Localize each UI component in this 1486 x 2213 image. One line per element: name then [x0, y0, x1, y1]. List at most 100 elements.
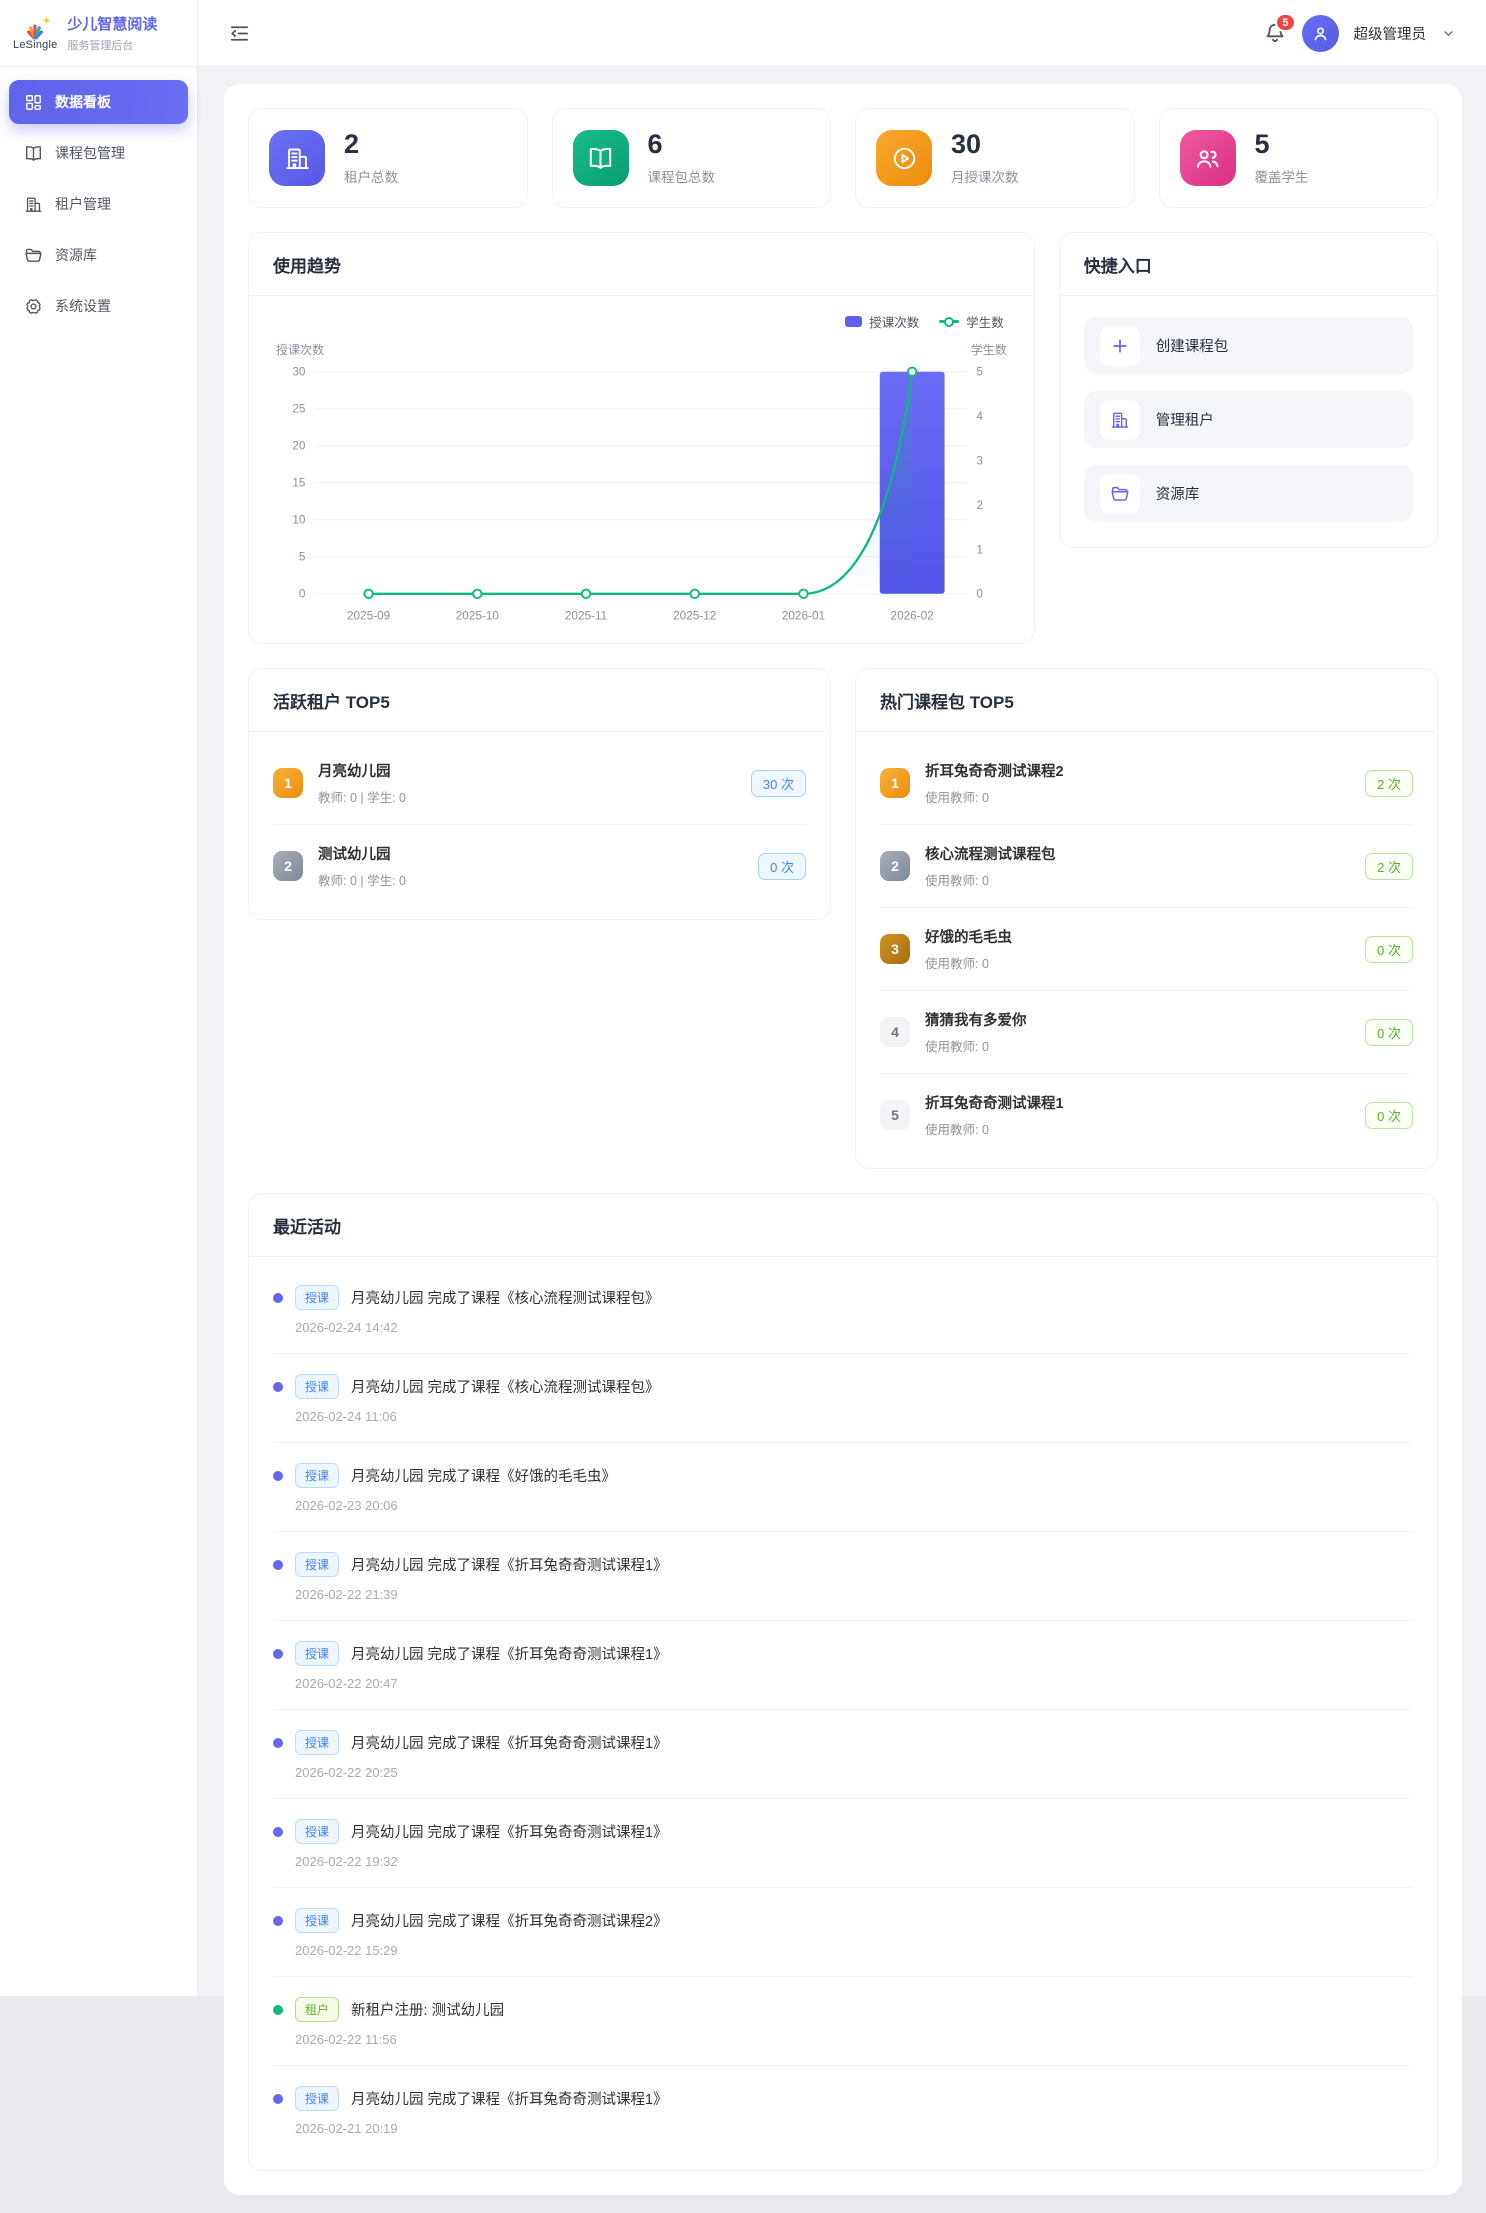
sidebar-item[interactable]: 数据看板: [9, 80, 188, 124]
activity-text: 新租户注册: 测试幼儿园: [351, 2003, 505, 2020]
activity-main: 授课 月亮幼儿园 完成了课程《折耳兔奇奇测试课程1》: [273, 1730, 1413, 1756]
legend-item-line[interactable]: 学生数: [939, 312, 1004, 331]
usage-count-badge: 30 次: [750, 769, 806, 797]
sidebar-item-label: 租户管理: [55, 196, 111, 212]
stat-icon-glyph: [587, 145, 614, 172]
activity-main: 授课 月亮幼儿园 完成了课程《折耳兔奇奇测试课程2》: [273, 1908, 1413, 1934]
sidebar-item-label: 课程包管理: [55, 145, 125, 161]
quick-entry-body: 创建课程包 管理租户: [1060, 296, 1437, 547]
package-rank-row[interactable]: 1 折耳兔奇奇测试课程2 使用教师: 0 2 次: [880, 742, 1413, 826]
activity-row[interactable]: 授课 月亮幼儿园 完成了课程《核心流程测试课程包》 2026-02-24 14:…: [273, 1265, 1413, 1355]
sidebar-item[interactable]: 租户管理: [9, 182, 188, 226]
activity-dot-icon: [273, 2093, 283, 2104]
quick-entry-card: 快捷入口 创建课程包: [1058, 232, 1438, 548]
stat-card: 5 覆盖学生: [1158, 108, 1438, 208]
rank-badge: 2: [880, 851, 910, 882]
tenant-meta: 教师: 0 | 学生: 0: [318, 874, 406, 889]
activity-type-badge: 授课: [295, 2086, 340, 2112]
quick-entry-label: 资源库: [1155, 487, 1200, 503]
package-rank-row[interactable]: 5 折耳兔奇奇测试课程1 使用教师: 0 0 次: [880, 1074, 1413, 1156]
svg-text:2: 2: [976, 499, 983, 512]
stat-texts: 6 课程包总数: [648, 129, 716, 186]
usage-trend-chart: 0 5 10 15 20 25 30 0 1 2 3 4 5 2025-09 2025-10 2025-11 2…: [292, 366, 983, 623]
activity-dot-icon: [273, 1915, 283, 1926]
stat-label: 月授课次数: [951, 169, 1019, 185]
tenant-rank-row[interactable]: 2 测试幼儿园 教师: 0 | 学生: 0 0 次: [273, 825, 806, 907]
tenant-rank-row[interactable]: 1 月亮幼儿园 教师: 0 | 学生: 0 30 次: [273, 742, 806, 826]
stat-icon: [1179, 130, 1236, 186]
tenant-info: 测试幼儿园 教师: 0 | 学生: 0: [318, 843, 743, 889]
quick-entry-item[interactable]: 管理租户: [1083, 391, 1413, 448]
activity-row[interactable]: 授课 月亮幼儿园 完成了课程《折耳兔奇奇测试课程1》 2026-02-22 20…: [273, 1621, 1413, 1711]
activity-type-badge: 租户: [295, 1997, 340, 2023]
active-tenants-title: 活跃租户 TOP5: [249, 669, 830, 733]
sidebar-item-icon: [24, 297, 43, 316]
activity-timestamp: 2026-02-22 21:39: [295, 1587, 398, 1603]
activity-row[interactable]: 租户 新租户注册: 测试幼儿园 2026-02-22 11:56: [273, 1977, 1413, 2067]
package-info: 好饿的毛毛虫 使用教师: 0: [925, 926, 1350, 972]
brand-text: 少儿智慧阅读 服务管理后台: [67, 13, 157, 53]
activity-text: 月亮幼儿园 完成了课程《核心流程测试课程包》: [351, 1380, 660, 1397]
stat-icon: [876, 130, 932, 186]
activity-row[interactable]: 授课 月亮幼儿园 完成了课程《折耳兔奇奇测试课程1》 2026-02-22 19…: [273, 1799, 1413, 1889]
activity-text: 月亮幼儿园 完成了课程《折耳兔奇奇测试课程1》: [351, 1736, 668, 1753]
activity-type-badge: 授课: [295, 1908, 340, 1934]
activity-row[interactable]: 授课 月亮幼儿园 完成了课程《好饿的毛毛虫》 2026-02-23 20:06: [273, 1443, 1413, 1533]
package-name: 猜猜我有多爱你: [925, 1013, 1027, 1030]
activity-type-badge: 授课: [295, 1285, 340, 1311]
recent-activity-list: 授课 月亮幼儿园 完成了课程《核心流程测试课程包》 2026-02-24 14:…: [249, 1257, 1437, 2170]
sidebar-item[interactable]: 系统设置: [9, 284, 188, 328]
chart-quick-row: 使用趋势 授课次数 学生数 授课次数 学生数: [248, 232, 1438, 645]
sidebar-menu: 数据看板 课程包管理 租户管理 资源库 系统设置: [0, 67, 197, 348]
activity-main: 授课 月亮幼儿园 完成了课程《核心流程测试课程包》: [273, 1285, 1413, 1311]
package-name: 折耳兔奇奇测试课程2: [925, 764, 1064, 781]
package-rank-row[interactable]: 4 猜猜我有多爱你 使用教师: 0 0 次: [880, 991, 1413, 1075]
activity-row[interactable]: 授课 月亮幼儿园 完成了课程《核心流程测试课程包》 2026-02-24 11:…: [273, 1354, 1413, 1444]
activity-main: 授课 月亮幼儿园 完成了课程《核心流程测试课程包》: [273, 1374, 1413, 1400]
svg-text:4: 4: [976, 410, 983, 423]
activity-text: 月亮幼儿园 完成了课程《折耳兔奇奇测试课程1》: [351, 1647, 668, 1664]
stat-label: 覆盖学生: [1254, 169, 1309, 185]
activity-row[interactable]: 授课 月亮幼儿园 完成了课程《折耳兔奇奇测试课程1》 2026-02-22 21…: [273, 1532, 1413, 1622]
svg-text:3: 3: [976, 455, 983, 468]
sidebar-item[interactable]: 课程包管理: [9, 131, 188, 175]
legend-line-label: 学生数: [966, 316, 1004, 330]
avatar[interactable]: [1301, 14, 1339, 52]
quick-entry-item[interactable]: 创建课程包: [1083, 317, 1413, 374]
quick-entry-item[interactable]: 资源库: [1083, 465, 1413, 522]
chevron-down-icon[interactable]: [1441, 26, 1456, 41]
sidebar-item[interactable]: 资源库: [9, 233, 188, 277]
brand: LeSingle 少儿智慧阅读 服务管理后台: [0, 0, 197, 67]
rank-badge: 4: [880, 1017, 910, 1048]
activity-timestamp: 2026-02-21 20:19: [295, 2121, 398, 2137]
lesingle-logo-icon: [27, 16, 51, 39]
package-name: 折耳兔奇奇测试课程1: [925, 1096, 1064, 1113]
stat-value: 2: [344, 129, 360, 160]
bar-swatch-icon: [845, 316, 863, 327]
activity-row[interactable]: 授课 月亮幼儿园 完成了课程《折耳兔奇奇测试课程2》 2026-02-22 15…: [273, 1888, 1413, 1978]
activity-type-badge: 授课: [295, 1552, 340, 1578]
header-right: 5 超级管理员: [1263, 13, 1457, 52]
stat-icon-glyph: [891, 145, 918, 172]
top-header: 5 超级管理员: [198, 0, 1486, 67]
package-info: 折耳兔奇奇测试课程2 使用教师: 0: [925, 760, 1350, 806]
activity-row[interactable]: 授课 月亮幼儿园 完成了课程《折耳兔奇奇测试课程1》 2026-02-22 20…: [273, 1710, 1413, 1800]
activity-dot-icon: [273, 1381, 283, 1392]
activity-dot-icon: [273, 1559, 283, 1570]
stat-icon: [572, 130, 629, 186]
sidebar-collapse-icon[interactable]: [228, 22, 251, 45]
stats-row: 2 租户总数 6 课程包总数: [248, 108, 1438, 208]
app-title: 少儿智慧阅读: [67, 16, 158, 33]
package-meta: 使用教师: 0: [925, 874, 989, 889]
activity-type-badge: 授课: [295, 1819, 340, 1845]
usage-trend-card: 使用趋势 授课次数 学生数 授课次数 学生数: [248, 232, 1035, 645]
notification-bell[interactable]: 5: [1263, 13, 1296, 45]
sidebar-item-label: 数据看板: [55, 94, 111, 110]
package-rank-row[interactable]: 3 好饿的毛毛虫 使用教师: 0 0 次: [880, 908, 1413, 992]
activity-dot-icon: [273, 1737, 283, 1748]
activity-row[interactable]: 授课 月亮幼儿园 完成了课程《折耳兔奇奇测试课程1》 2026-02-21 20…: [273, 2066, 1413, 2154]
legend-item-bar[interactable]: 授课次数: [845, 312, 919, 331]
activity-dot-icon: [273, 1826, 283, 1837]
package-rank-row[interactable]: 2 核心流程测试课程包 使用教师: 0 2 次: [880, 825, 1413, 909]
activity-timestamp: 2026-02-22 20:25: [295, 1765, 398, 1781]
